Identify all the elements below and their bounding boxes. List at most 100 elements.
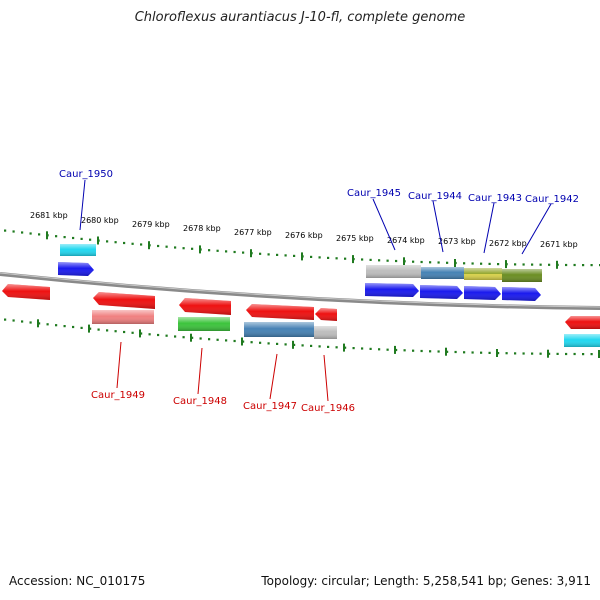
ruler-dot: [420, 349, 423, 353]
ruler-major-tick: [199, 245, 201, 254]
kbp-labels: 2681 kbp 2680 kbp 2679 kbp 2678 kbp 2677…: [30, 211, 578, 249]
bottom-gene-labels: Caur_1949 Caur_1948 Caur_1947 Caur_1946: [91, 341, 355, 414]
ruler-dot: [29, 321, 32, 324]
label-caur-1947[interactable]: Caur_1947: [243, 401, 297, 412]
ruler-major-tick: [97, 236, 99, 245]
gene-caur-1942-arrow[interactable]: [502, 287, 541, 301]
ruler-dot: [522, 263, 525, 266]
ruler-major-tick: [454, 259, 456, 267]
ruler-dot: [378, 348, 381, 351]
gene-caur-1949-salmon[interactable]: [92, 310, 154, 324]
ruler-dot: [446, 350, 449, 353]
gene-right-edge-cyan[interactable]: [564, 334, 600, 347]
ruler-dot: [21, 320, 24, 323]
ruler-dot: [497, 352, 500, 355]
gene-caur-1950-cyan[interactable]: [60, 244, 96, 256]
ruler-dot: [131, 242, 134, 245]
ruler-dot: [327, 345, 330, 348]
ruler-dot: [123, 330, 126, 334]
ruler-dot: [208, 338, 211, 341]
gene-caur-1943-yellow[interactable]: [464, 268, 502, 280]
label-caur-1944[interactable]: Caur_1944: [408, 191, 462, 202]
leader-caur-1949: [116, 341, 122, 389]
ruler-major-tick: [241, 337, 243, 346]
ruler-dot: [284, 343, 287, 346]
leader-caur-1948: [197, 347, 203, 395]
gene-caur-1946-arrow[interactable]: [315, 308, 337, 321]
ruler-major-tick: [547, 349, 549, 358]
ruler-dot: [429, 261, 432, 264]
gene-caur-1945-arrow[interactable]: [365, 283, 419, 297]
ruler-dot: [582, 353, 585, 356]
topology-text: Topology: circular; Length: 5,258,541 bp…: [261, 574, 591, 588]
kbp-label-2674: 2674 kbp: [387, 236, 425, 245]
ruler-dot: [310, 344, 313, 347]
ruler-dot: [437, 261, 440, 264]
ruler-dot: [429, 350, 432, 353]
ruler-dot: [573, 263, 576, 267]
ruler-dot: [4, 229, 7, 232]
ruler-dot: [55, 235, 58, 238]
gene-caur-1943-arrow[interactable]: [464, 286, 501, 300]
gene-caur-1947-arrow[interactable]: [246, 304, 314, 320]
gene-caur-1948-arrow[interactable]: [179, 298, 231, 315]
ruler-dot: [89, 327, 92, 330]
ruler-dot: [250, 341, 253, 344]
gene-caur-1944-steel[interactable]: [421, 267, 464, 279]
gene-caur-1942-olive[interactable]: [502, 269, 542, 282]
ruler-dot: [352, 347, 355, 350]
gene-caur-1946-gray[interactable]: [314, 326, 337, 339]
ruler-dot: [216, 249, 219, 252]
gene-caur-1947-steel[interactable]: [244, 322, 314, 337]
ruler-dot: [114, 241, 117, 244]
ruler-dot: [514, 352, 517, 355]
ruler-dot: [80, 326, 83, 329]
gene-caur-1948-green[interactable]: [178, 317, 230, 331]
ruler-dot: [174, 335, 177, 338]
ruler-dot: [556, 352, 559, 355]
ruler-dot: [344, 346, 347, 349]
ruler-dot: [148, 333, 151, 336]
leader-caur-1947: [269, 353, 278, 400]
kbp-label-2671: 2671 kbp: [540, 240, 578, 249]
ruler-dot: [106, 329, 109, 332]
gene-right-edge-arrow[interactable]: [565, 316, 600, 329]
gene-caur-1945-gray[interactable]: [366, 265, 421, 278]
ruler-dot: [420, 260, 423, 264]
ruler-dot: [471, 262, 474, 265]
leader-caur-1945: [372, 198, 396, 251]
ruler-major-tick: [556, 260, 558, 269]
ruler-dot: [182, 247, 185, 250]
label-caur-1948[interactable]: Caur_1948: [173, 396, 227, 407]
ruler-dot: [191, 247, 194, 250]
ruler-dot: [242, 340, 245, 343]
ruler-dot: [293, 343, 296, 346]
ruler-dot: [335, 257, 338, 260]
ruler-dot: [123, 241, 126, 245]
ruler-major-tick: [496, 349, 498, 357]
ruler-dot: [437, 350, 440, 353]
label-caur-1950[interactable]: Caur_1950: [59, 169, 113, 180]
gene-caur-1949-arrow[interactable]: [93, 292, 155, 309]
genome-backbone-highlight: [0, 272, 600, 308]
ruler-dot: [140, 332, 143, 335]
ruler-dot: [140, 243, 143, 246]
label-caur-1946[interactable]: Caur_1946: [301, 403, 355, 414]
ruler-dot: [590, 353, 593, 356]
gene-caur-1950-arrow[interactable]: [58, 262, 94, 276]
ruler-dot: [480, 262, 483, 265]
ruler-dot: [565, 263, 568, 267]
gene-left-edge-arrow[interactable]: [2, 284, 50, 300]
label-caur-1942[interactable]: Caur_1942: [525, 194, 579, 205]
kbp-label-2677: 2677 kbp: [234, 228, 272, 237]
gene-caur-1944-arrow[interactable]: [420, 285, 463, 299]
ruler-dot: [267, 342, 270, 345]
label-caur-1943[interactable]: Caur_1943: [468, 193, 522, 204]
ruler-major-tick: [139, 329, 141, 338]
kbp-label-2673: 2673 kbp: [438, 237, 476, 246]
kbp-label-2675: 2675 kbp: [336, 234, 374, 243]
label-caur-1945[interactable]: Caur_1945: [347, 188, 401, 199]
label-caur-1949[interactable]: Caur_1949: [91, 390, 145, 401]
ruler-dot: [412, 349, 415, 352]
ruler-dot: [539, 352, 542, 355]
